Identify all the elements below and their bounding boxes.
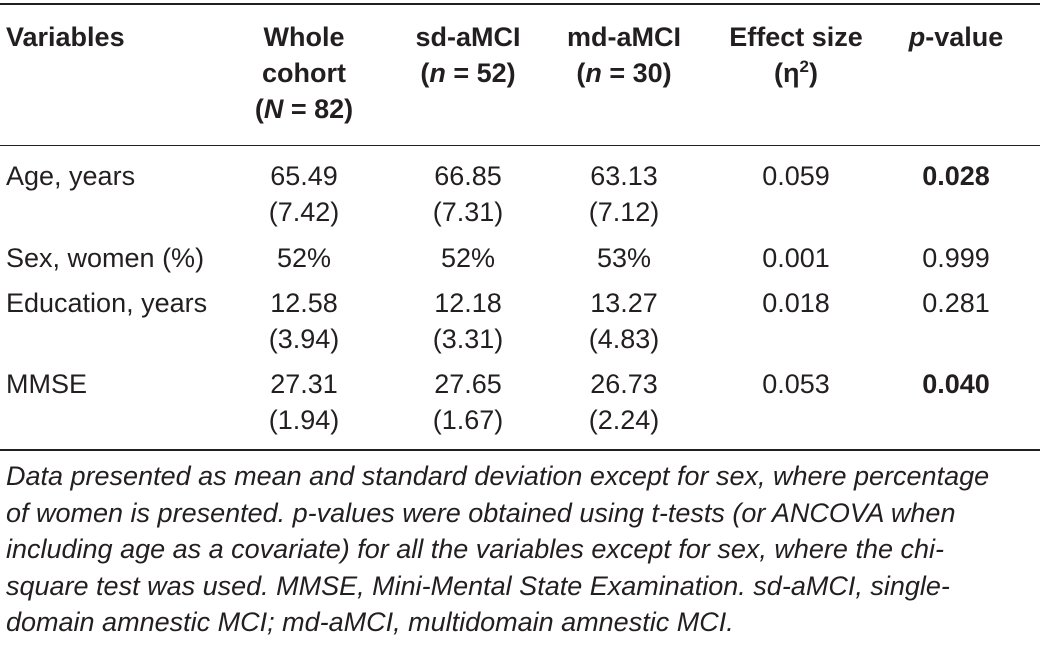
header-rule (0, 145, 1040, 146)
cell-md: 13.27 (4.83) (588, 288, 660, 354)
cell-md: 53% (596, 243, 652, 273)
cell-whole: 27.31 (1.94) (268, 369, 340, 435)
row-variable: Age, years (6, 161, 136, 191)
header-p-value: p-value (908, 22, 1004, 52)
header-effect-size: Effect size (η2) (729, 22, 863, 88)
row-variable: MMSE (6, 369, 87, 399)
cell-md: 26.73 (2.24) (588, 369, 660, 435)
cell-effect: 0.001 (762, 243, 830, 273)
cell-sd: 12.18 (3.31) (432, 288, 504, 354)
cell-whole: 12.58 (3.94) (268, 288, 340, 354)
row-variable: Education, years (6, 288, 208, 318)
cell-whole: 65.49 (7.42) (268, 161, 340, 227)
row-variable: Sex, women (%) (6, 243, 205, 273)
cell-effect: 0.053 (762, 369, 830, 399)
cell-effect: 0.018 (762, 288, 830, 318)
header-md-amci: md-aMCI (n = 30) (567, 22, 681, 88)
cell-p: 0.999 (922, 243, 990, 273)
cell-effect: 0.059 (762, 161, 830, 191)
header-sd-amci: sd-aMCI (n = 52) (415, 22, 521, 88)
cell-sd: 52% (440, 243, 496, 273)
header-whole-cohort: Whole cohort (N = 82) (254, 22, 354, 124)
cell-p: 0.281 (922, 288, 990, 318)
cell-p: 0.028 (922, 161, 990, 191)
header-variables: Variables (6, 22, 125, 52)
cell-sd: 66.85 (7.31) (432, 161, 504, 227)
table-bottom-rule (0, 449, 1040, 451)
table-top-rule (0, 3, 1040, 5)
cell-whole: 52% (276, 243, 332, 273)
cell-sd: 27.65 (1.67) (432, 369, 504, 435)
cell-p: 0.040 (922, 369, 990, 399)
table-footnote: Data presented as mean and standard devi… (6, 461, 990, 637)
cell-md: 63.13 (7.12) (588, 161, 660, 227)
